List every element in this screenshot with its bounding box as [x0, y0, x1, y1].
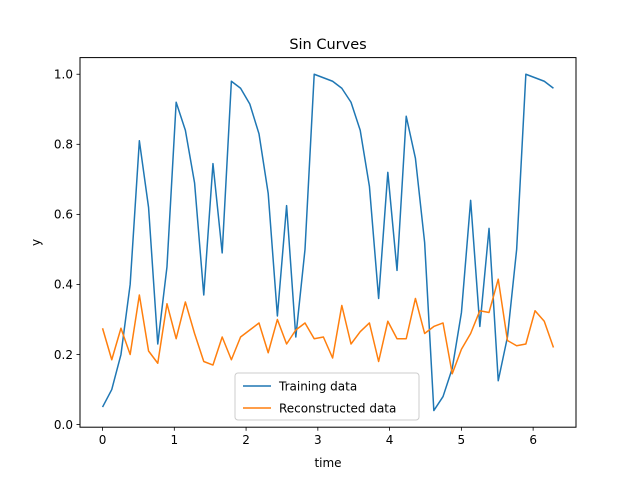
y-tick-label: 0.8	[54, 138, 73, 152]
x-axis: 0 1 2 3 4 5 6	[99, 427, 537, 447]
x-tick-label: 2	[242, 433, 250, 447]
y-tick-label: 0.4	[54, 278, 73, 292]
x-tick-label: 3	[314, 433, 322, 447]
x-axis-label: time	[314, 456, 341, 470]
x-tick-label: 0	[99, 433, 107, 447]
series-line-training-data	[101, 73, 554, 412]
x-tick-label: 1	[170, 433, 178, 447]
y-axis-label: y	[29, 239, 43, 246]
y-tick-label: 0.0	[54, 418, 73, 432]
axes-frame	[79, 57, 577, 428]
x-tick-label: 6	[529, 433, 537, 447]
y-axis: 0.0 0.2 0.4 0.6 0.8 1.0	[54, 68, 80, 432]
y-tick-label: 1.0	[54, 68, 73, 82]
legend-box	[234, 372, 420, 421]
x-tick-label: 4	[386, 433, 394, 447]
legend: Training data Reconstructed data	[234, 372, 420, 421]
y-tick-label: 0.6	[54, 208, 73, 222]
series-line-reconstructed-data	[101, 278, 555, 375]
x-tick-label: 5	[458, 433, 466, 447]
y-tick-label: 0.2	[54, 348, 73, 362]
legend-label: Training data	[278, 379, 357, 393]
series-layer	[101, 73, 555, 412]
chart-title: Sin Curves	[289, 37, 366, 53]
legend-label: Reconstructed data	[279, 401, 396, 415]
